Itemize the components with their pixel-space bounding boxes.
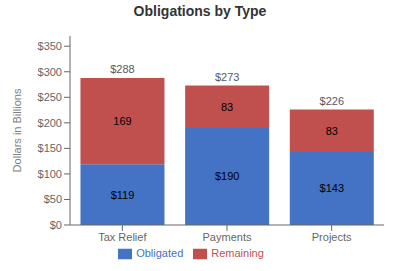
svg-text:$0: $0 bbox=[50, 219, 62, 231]
svg-text:Projects: Projects bbox=[312, 231, 352, 243]
svg-text:Tax Relief: Tax Relief bbox=[98, 231, 147, 243]
svg-text:$50: $50 bbox=[44, 193, 62, 205]
html-text:Obligations by Type: Obligations by Type bbox=[133, 3, 267, 19]
svg-text:$119: $119 bbox=[111, 189, 135, 201]
svg-text:83: 83 bbox=[326, 125, 338, 137]
html-text:Remaining: Remaining bbox=[211, 247, 264, 259]
svg-text:$288: $288 bbox=[110, 63, 134, 75]
svg-text:$273: $273 bbox=[215, 71, 239, 83]
svg-text:$200: $200 bbox=[38, 117, 62, 129]
svg-text:$300: $300 bbox=[38, 66, 62, 78]
svg-text:$190: $190 bbox=[215, 170, 239, 182]
svg-text:$226: $226 bbox=[320, 95, 344, 107]
svg-text:83: 83 bbox=[221, 101, 233, 113]
svg-text:$150: $150 bbox=[38, 142, 62, 154]
svg-text:$350: $350 bbox=[38, 40, 62, 52]
svg-text:$250: $250 bbox=[38, 91, 62, 103]
html-text:Obligated: Obligated bbox=[136, 247, 184, 259]
svg-text:$143: $143 bbox=[320, 182, 344, 194]
svg-text:169: 169 bbox=[113, 115, 131, 127]
svg-text:Dollars in Billions: Dollars in Billions bbox=[11, 88, 23, 172]
svg-text:Payments: Payments bbox=[203, 231, 252, 243]
svg-text:$100: $100 bbox=[38, 168, 62, 180]
